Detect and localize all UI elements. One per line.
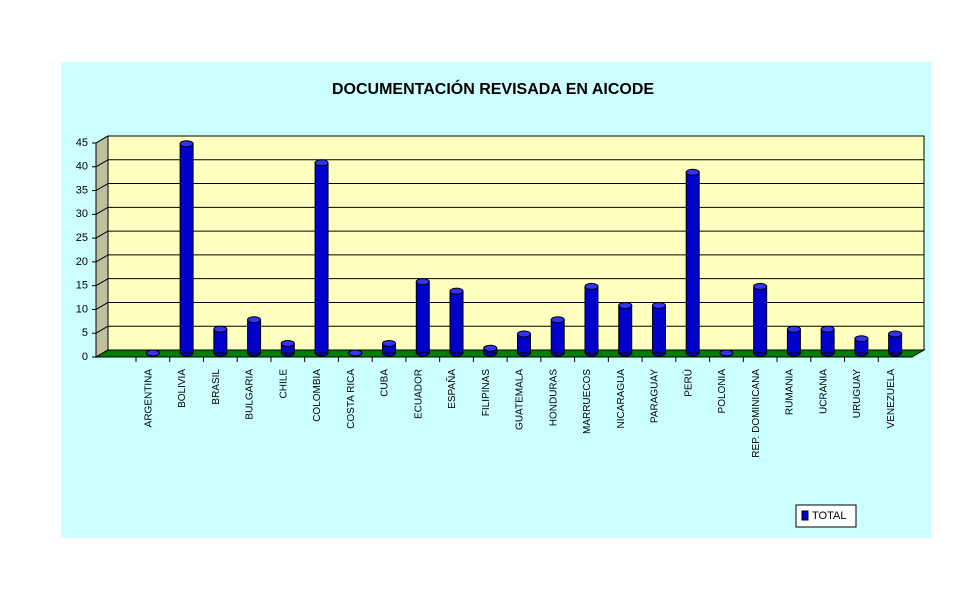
bar-cap	[247, 316, 262, 324]
x-tick-label: VENEZUELA	[886, 369, 897, 429]
bar-cap	[179, 140, 194, 148]
bar-cap	[618, 301, 633, 309]
grid-line-side	[95, 278, 109, 287]
x-tick-label: UCRANIA	[818, 369, 829, 414]
x-tick-label: MARRUECOS	[582, 369, 593, 434]
back-wall	[107, 135, 925, 351]
x-tick-label: BOLIVIA	[177, 369, 188, 408]
bar	[820, 328, 835, 354]
grid-line-side	[95, 206, 109, 215]
bar	[449, 290, 464, 354]
x-tick-label: NICARAGUA	[616, 369, 627, 429]
side-wall	[95, 135, 109, 358]
x-tick-label: CUBA	[380, 369, 391, 397]
bar	[685, 171, 700, 354]
y-tick-label: 0	[82, 351, 88, 363]
bar	[213, 328, 228, 354]
bar-cap	[753, 282, 768, 290]
bar	[584, 285, 599, 354]
x-tick-label: PERÚ	[681, 369, 694, 397]
bar-cap	[280, 339, 295, 347]
grid-line-side	[95, 254, 109, 263]
x-tick-label: REP. DOMINICANA	[751, 369, 762, 458]
x-tick-label: ARGENTINA	[144, 369, 155, 428]
y-tick-label: 20	[76, 256, 88, 268]
bar	[618, 304, 633, 354]
legend-swatch	[801, 510, 809, 521]
x-tick-label: ESPAÑA	[445, 369, 458, 409]
bar-cap	[145, 349, 160, 357]
bar	[415, 281, 430, 354]
bar-cap	[550, 316, 565, 324]
bar-cap	[483, 344, 498, 352]
legend-label: TOTAL	[812, 510, 846, 522]
plot: 0 5 10 15 20 25 30 35 40 45 ARGENTINA BOLIVIA BRASIL…	[76, 135, 926, 528]
x-tick-label: POLONIA	[717, 369, 728, 414]
bar-cap	[382, 339, 397, 347]
bar-cap	[651, 301, 666, 309]
bar-cap	[786, 325, 801, 333]
y-tick-label: 30	[76, 208, 88, 220]
x-tick-label: FILIPINAS	[481, 369, 492, 417]
y-tick-label: 10	[76, 303, 88, 315]
bar	[651, 304, 666, 354]
bar-cap	[449, 287, 464, 295]
bar-cap	[314, 159, 329, 167]
bar-cap	[348, 349, 363, 357]
chart-title: DOCUMENTACIÓN REVISADA EN AICODE	[332, 79, 654, 98]
y-tick-label: 35	[76, 184, 88, 196]
bar-cap	[685, 168, 700, 176]
bar-cap	[719, 349, 734, 357]
y-tick-label: 15	[76, 280, 88, 292]
bar-cap	[854, 335, 869, 343]
x-tick-label: ECUADOR	[413, 369, 424, 419]
grid-line-side	[95, 159, 109, 168]
x-tick-label: RUMANIA	[785, 369, 796, 415]
bar	[786, 328, 801, 354]
x-tick-label: GUATEMALA	[515, 369, 526, 430]
bar	[247, 319, 262, 354]
legend-box	[795, 504, 857, 528]
grid-line-side	[95, 302, 109, 310]
x-tick-label: COLOMBIA	[312, 369, 323, 422]
bar-cap	[213, 325, 228, 333]
x-tick-label: URUGUAY	[852, 369, 863, 419]
bar-cap	[415, 278, 430, 286]
bar	[314, 162, 329, 354]
bar-cap	[517, 330, 531, 338]
x-tick-label: HONDURAS	[548, 369, 559, 427]
x-tick-label: COSTA RICA	[346, 369, 357, 429]
grid-line-side	[95, 135, 109, 144]
bar-cap	[584, 282, 599, 290]
x-tick-label: CHILE	[278, 369, 289, 399]
bar	[550, 319, 565, 354]
grid-line-side	[95, 325, 109, 334]
x-tick-label: BULGARIA	[245, 369, 256, 420]
legend: TOTAL	[795, 504, 857, 528]
x-tick-label: PARAGUAY	[650, 369, 661, 423]
bar	[753, 285, 768, 354]
bar	[179, 143, 194, 354]
x-tick-label: BRASIL	[211, 369, 222, 405]
y-tick-label: 40	[76, 161, 88, 173]
bar-cap	[820, 325, 835, 333]
grid-line-side	[95, 230, 109, 239]
bar-cap	[888, 330, 903, 338]
y-tick-label: 5	[82, 327, 88, 339]
grid-line-side	[95, 183, 109, 191]
y-tick-label: 45	[76, 137, 88, 149]
y-tick-label: 25	[76, 232, 88, 244]
